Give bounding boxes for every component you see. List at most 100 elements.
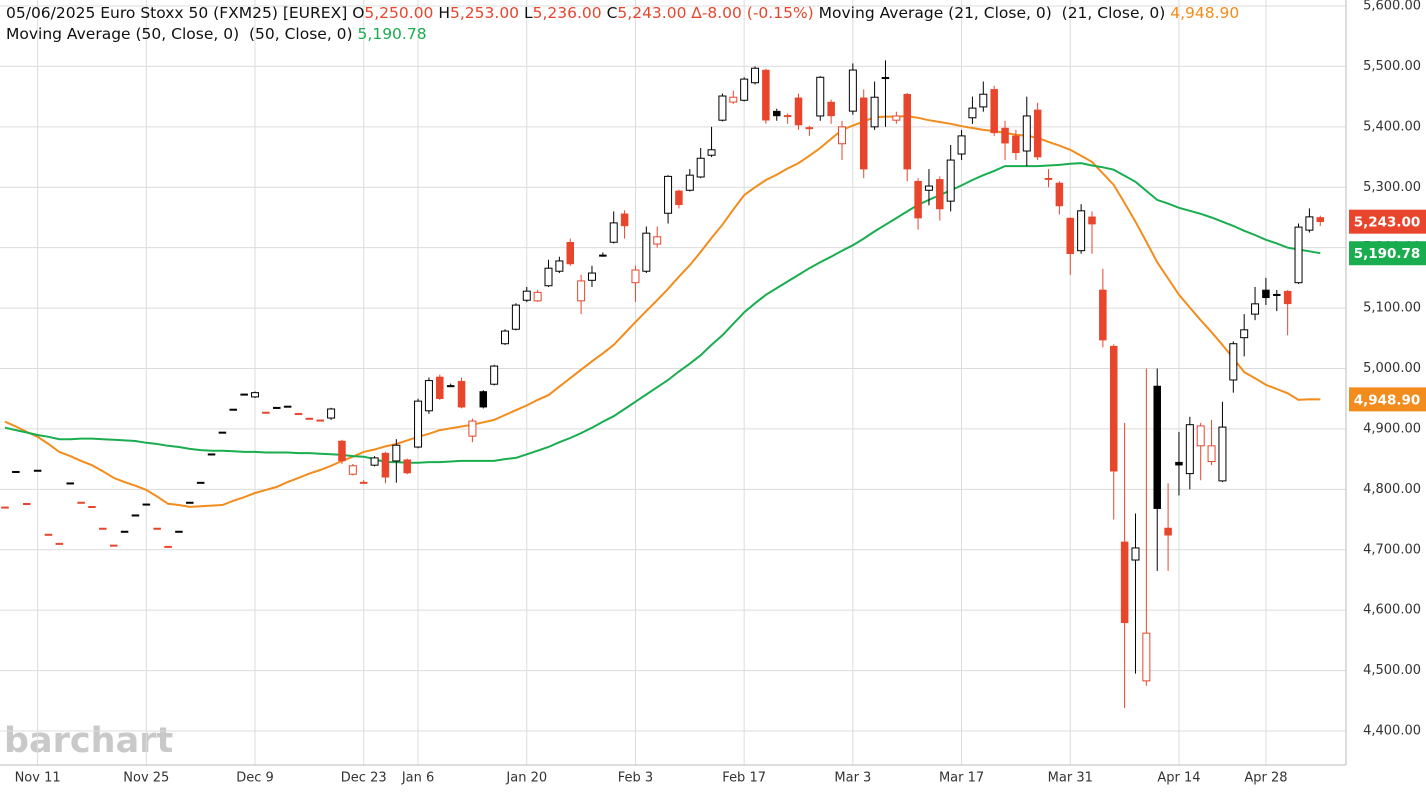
candle-body [164, 545, 172, 548]
candle-body [468, 420, 477, 437]
candle-body [479, 391, 488, 408]
candle-body [1088, 216, 1096, 225]
candle-body [1262, 289, 1270, 299]
candle-body [1012, 135, 1020, 154]
candle-body [1033, 109, 1042, 158]
x-tick-label: Feb 3 [618, 771, 653, 786]
candle-body [1044, 177, 1053, 180]
candle-body [609, 222, 618, 243]
x-tick-label: Apr 28 [1244, 771, 1287, 786]
candle-body [837, 126, 846, 145]
candle-body [196, 481, 205, 484]
candle-body [892, 115, 901, 121]
candle-body [446, 385, 455, 388]
candle-body [707, 149, 716, 156]
indicator-name: Moving Average (21, Close, 0) [818, 4, 1052, 22]
ohlc-value: 5,243.00 [617, 4, 687, 22]
candle-body [816, 76, 825, 117]
candle-body [544, 267, 553, 287]
candle-body [403, 459, 411, 474]
candle-body [990, 89, 998, 134]
candle-body [55, 542, 64, 545]
x-tick-label: Dec 9 [236, 771, 274, 786]
ohlc-key: H [438, 4, 451, 22]
candle-body [316, 419, 324, 422]
candle-body [599, 254, 607, 257]
candle-body [696, 157, 705, 178]
indicator-params: (50, Close, 0) [248, 25, 353, 43]
candle-body [577, 280, 586, 302]
candle-body [1218, 426, 1227, 482]
candle-body [979, 93, 988, 108]
candle-body [424, 380, 433, 412]
candle-body [142, 503, 151, 506]
x-tick-label: Nov 11 [15, 771, 61, 786]
candle-body [555, 260, 564, 272]
candle-body [805, 127, 814, 130]
candle-body [251, 392, 260, 398]
x-tick-label: Mar 31 [1048, 771, 1093, 786]
y-tick-label: 4,900.00 [1363, 421, 1421, 436]
candle-body [88, 506, 96, 508]
y-tick-label: 5,500.00 [1363, 59, 1421, 74]
y-tick-label: 5,100.00 [1363, 301, 1421, 316]
candle-body [859, 97, 868, 170]
candle-body [381, 452, 390, 478]
grid [0, 0, 1346, 765]
candle-body [946, 159, 955, 202]
candle-body [1120, 541, 1129, 624]
candle-body [370, 457, 379, 466]
y-tick-label: 5,400.00 [1363, 119, 1421, 134]
candle-body [120, 530, 129, 533]
candle-body [153, 527, 161, 530]
candles [1, 60, 1325, 709]
candle-body [392, 444, 401, 462]
candle-body [186, 501, 194, 504]
candle-body [957, 135, 966, 155]
candle-body [457, 380, 466, 408]
x-tick-label: Feb 17 [722, 771, 766, 786]
watermark: barchart [4, 721, 173, 761]
x-tick-label: Jan 6 [401, 771, 434, 786]
legend-row: 05/06/2025 Euro Stoxx 50 (FXM25) [EUREX]… [6, 3, 1239, 24]
legend: 05/06/2025 Euro Stoxx 50 (FXM25) [EUREX]… [6, 3, 1239, 45]
candle-body [1022, 115, 1031, 152]
y-tick-label: 5,000.00 [1363, 361, 1421, 376]
candle-body [1273, 293, 1281, 296]
candle-body [1229, 343, 1238, 381]
candle-body [283, 405, 292, 408]
candle-body [653, 236, 662, 245]
candle-body [262, 411, 270, 414]
ohlc-value: 5,236.00 [532, 4, 602, 22]
price-label-box [1349, 209, 1426, 234]
candle-body [751, 67, 760, 84]
candle-body [870, 96, 879, 128]
candle-body [924, 185, 933, 191]
candle-body [175, 530, 183, 533]
candle-body [675, 190, 683, 206]
candle-body [631, 269, 640, 284]
candle-body [33, 469, 42, 472]
y-tick-label: 4,500.00 [1363, 663, 1421, 678]
x-tick-label: Apr 14 [1157, 771, 1200, 786]
price-label: 4,948.90 [1354, 392, 1421, 408]
candle-body [522, 290, 531, 301]
candle-body [348, 465, 357, 475]
candle-body [620, 213, 629, 227]
candle-body [1, 506, 9, 509]
ohlc-key: O [352, 4, 365, 22]
candle-body [762, 69, 770, 121]
moving-average [4, 114, 1321, 508]
candle-body [22, 502, 31, 505]
candle-body [740, 78, 749, 101]
candle-body [1175, 461, 1183, 466]
candle-body [240, 393, 248, 396]
candle-body [12, 470, 20, 473]
candle-body [490, 365, 499, 385]
ohlc-value: 5,253.00 [450, 4, 520, 22]
price-label: 5,190.78 [1354, 246, 1421, 262]
y-tick-label: 4,700.00 [1363, 542, 1421, 557]
candle-body [1131, 547, 1140, 561]
ohlc-key: C [606, 4, 618, 22]
